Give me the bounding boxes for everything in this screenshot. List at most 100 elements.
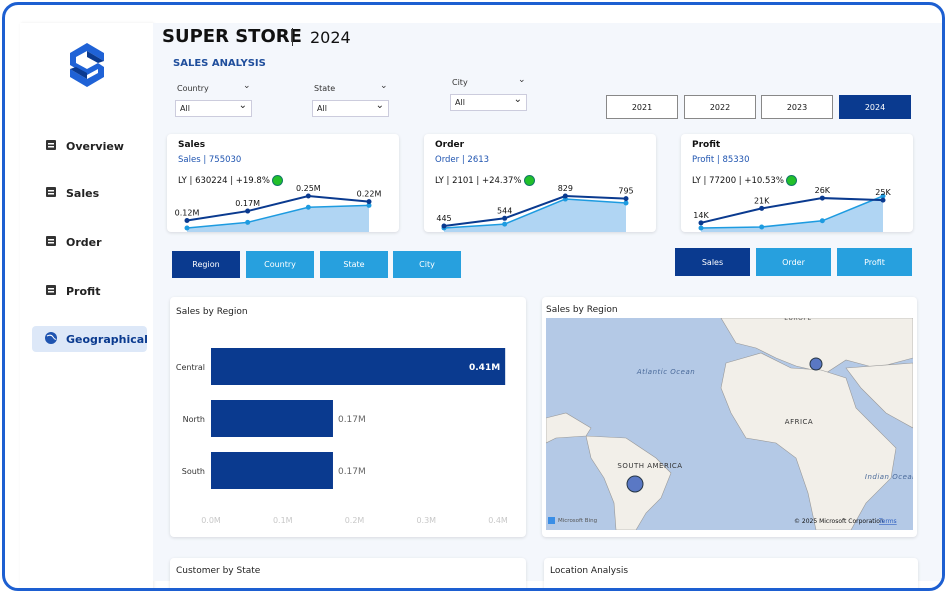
map-bubble[interactable]: [626, 475, 644, 493]
nav-item[interactable]: Geographical: [32, 326, 148, 352]
measure-tab[interactable]: Profit: [837, 248, 912, 276]
sparkline-area: [444, 199, 626, 232]
dimension-tab[interactable]: Country: [246, 251, 314, 278]
sparkline-ly: [186, 204, 370, 229]
nav-item[interactable]: Sales: [32, 180, 147, 206]
x-tick-label: 0.1M: [273, 516, 293, 525]
dimension-tab[interactable]: Region: [172, 251, 240, 278]
sparkline-label: 0.17M: [235, 199, 260, 208]
sidebar: Overview Sales Order Profit Geographical: [20, 23, 153, 588]
sparkline-ly: [443, 198, 627, 229]
bottom-card: Customer by State: [170, 558, 526, 588]
measure-tab[interactable]: Order: [756, 248, 831, 276]
map-title: Sales by Region: [546, 305, 618, 315]
sparkline-ly-point: [366, 202, 372, 208]
map-label: Atlantic Ocean: [636, 368, 695, 376]
land-central-america: [546, 412, 592, 444]
sparkline-label: 0.22M: [357, 190, 382, 199]
card-title: Customer by State: [176, 566, 261, 576]
sparkline-label: 0.25M: [296, 184, 321, 193]
year-button[interactable]: 2021: [606, 95, 678, 119]
bar-value-label: 0.17M: [338, 467, 366, 477]
map-copyright: © 2025 Microsoft Corporation: [794, 518, 884, 525]
kpi-status-dot: [785, 175, 797, 186]
page-title: SUPER STORE: [162, 26, 302, 47]
map-terms: Terms: [878, 518, 897, 525]
x-tick-label: 0.3M: [416, 516, 436, 525]
bar: [211, 400, 333, 437]
title-separator: [292, 28, 293, 46]
kpi-card: Order Order | 2613 LY | 2101 | +24.37% 445 5…: [424, 134, 656, 232]
sparkline-point: [623, 196, 629, 202]
map-brand: Microsoft Bing: [558, 518, 597, 524]
map-bubble[interactable]: [809, 357, 823, 371]
land-asia: [845, 362, 913, 429]
kpi-status-dot: [523, 175, 535, 186]
filter-dropdown[interactable]: All ⌄: [175, 100, 252, 117]
year-button[interactable]: 2024: [839, 95, 911, 119]
sparkline-point: [880, 197, 886, 203]
sparkline-point: [366, 199, 372, 205]
filter-dropdown[interactable]: All ⌄: [312, 100, 389, 117]
kpi-title: Profit: [692, 140, 721, 150]
kpi-card: Profit Profit | 85330 LY | 77200 | +10.53%…: [681, 134, 913, 232]
kpi-last-year: LY | 630224 | +19.8%: [178, 175, 283, 186]
page-year: 2024: [310, 28, 351, 47]
sparkline: 14K 21K 26K 25K: [693, 186, 891, 232]
y-tick-label: North: [183, 415, 205, 424]
nav-item[interactable]: Order: [32, 229, 147, 255]
sparkline-ly-point: [184, 225, 190, 231]
year-button[interactable]: 2023: [761, 95, 833, 119]
filter-label: State: [314, 84, 336, 93]
sparkline-area: [701, 196, 883, 232]
sparkline-point: [441, 223, 447, 229]
filter-chevron: ⌄: [518, 75, 526, 85]
dimension-tab[interactable]: City: [393, 251, 461, 278]
y-tick-label: Central: [176, 363, 205, 372]
sparkline-ly-point: [880, 193, 886, 199]
y-tick-label: South: [182, 467, 205, 476]
sparkline-label: 445: [436, 214, 451, 223]
main: SUPER STORE 2024 SALES ANALYSIS Country ⌄ All…: [153, 23, 942, 588]
nav-icon: [46, 236, 56, 246]
year-button[interactable]: 2022: [684, 95, 756, 119]
map-brand-icon: [548, 517, 555, 524]
map-card: Sales by Region Atlantic Ocean AFRICA SOUTH…: [542, 297, 917, 537]
map: Atlantic Ocean AFRICA SOUTH AMERICA EUROPE I…: [546, 318, 913, 530]
dropdown-chevron: ⌄: [375, 100, 384, 111]
nav-icon: [45, 332, 57, 344]
map-label: SOUTH AMERICA: [617, 462, 682, 470]
sparkline-point: [562, 193, 568, 199]
sparkline-point: [502, 215, 508, 221]
sparkline-point: [245, 208, 251, 214]
bar: [211, 452, 333, 489]
sparkline: 0.12M 0.17M 0.25M 0.22M: [175, 184, 382, 232]
sparkline-ly-point: [698, 225, 704, 231]
sparkline-ly-point: [502, 221, 508, 227]
bar-value-label: 0.17M: [338, 415, 366, 425]
sparkline-ly-point: [759, 224, 765, 230]
sparkline-ly: [700, 195, 884, 229]
bottom-card: Location Analysis: [544, 558, 918, 588]
kpi-card: Sales Sales | 755030 LY | 630224 | +19.8% 0…: [167, 134, 399, 232]
filter-dropdown[interactable]: All ⌄: [450, 94, 527, 111]
land-africa: [720, 352, 897, 530]
dimension-tab[interactable]: State: [320, 251, 388, 278]
kpi-title: Sales: [178, 140, 206, 150]
sparkline-point: [819, 195, 825, 201]
card-title: Location Analysis: [550, 566, 629, 576]
nav-item[interactable]: Overview: [32, 133, 147, 159]
x-tick-label: 0.4M: [488, 516, 508, 525]
nav-item[interactable]: Profit: [32, 278, 147, 304]
sparkline-label: 26K: [815, 186, 831, 195]
sparkline: 445 544 829 795: [436, 184, 634, 232]
nav-icon: [46, 285, 56, 295]
sparkline-point: [759, 205, 765, 211]
sparkline-ly-point: [819, 218, 825, 224]
filter-label: Country: [177, 84, 209, 93]
sparkline-label: 14K: [693, 211, 709, 220]
filter-label: City: [452, 78, 468, 87]
measure-tab[interactable]: Sales: [675, 248, 750, 276]
sparkline-current: [700, 197, 884, 224]
